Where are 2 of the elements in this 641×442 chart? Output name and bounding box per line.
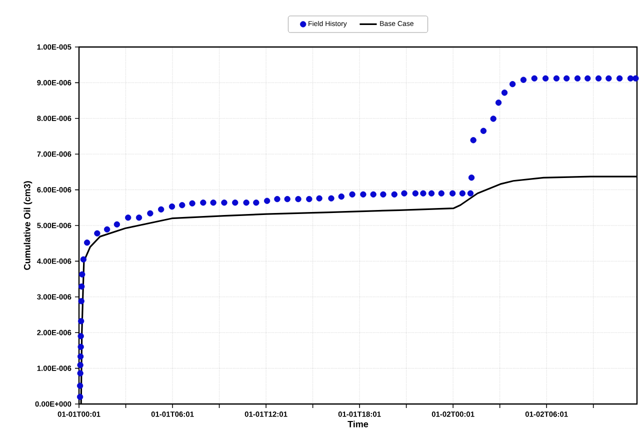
y-axis-title: Cumulative Oil (cm3) [24,181,32,270]
x-axis-title: Time [348,420,368,428]
